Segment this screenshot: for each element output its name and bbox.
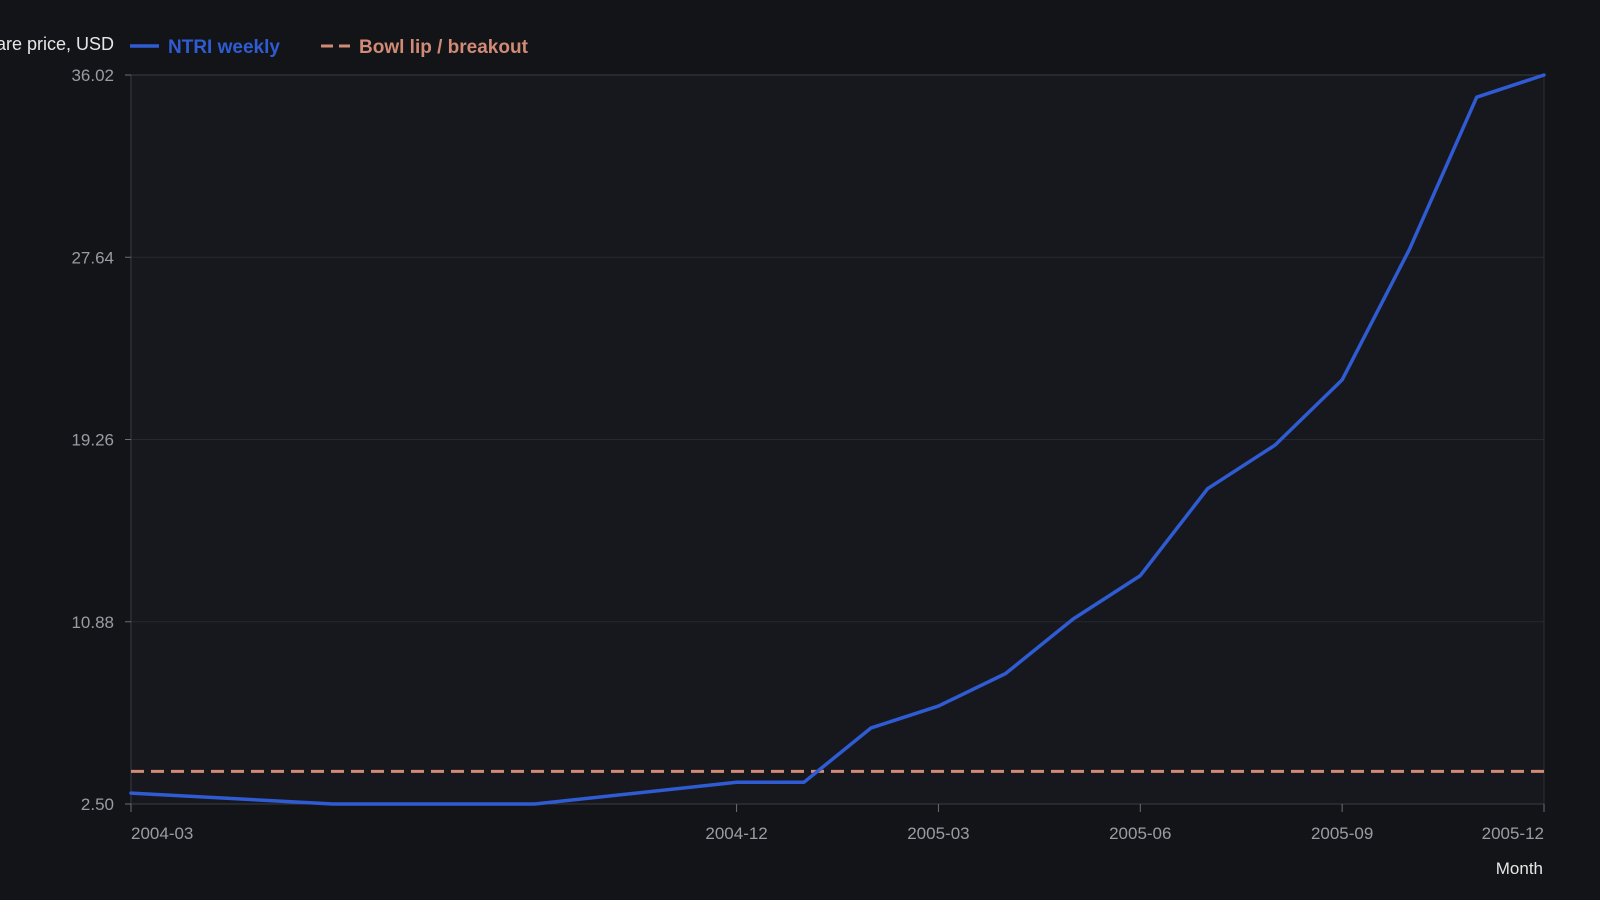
x-tick-label: 2004-03 bbox=[131, 824, 193, 843]
ntri-weekly-line bbox=[129, 73, 1546, 806]
legend-label-ntri-weekly: NTRI weekly bbox=[168, 37, 280, 58]
data-point bbox=[869, 726, 873, 730]
x-tick-label: 2005-06 bbox=[1109, 824, 1171, 843]
data-point bbox=[1071, 617, 1075, 621]
data-point bbox=[1542, 73, 1546, 77]
y-ticks: 36.02 27.64 19.26 10.88 2.50 bbox=[71, 66, 131, 814]
data-point bbox=[1206, 487, 1210, 491]
x-axis-label: Month bbox=[1496, 859, 1543, 878]
y-tick-label: 10.88 bbox=[71, 613, 114, 632]
data-point bbox=[1340, 378, 1344, 382]
legend: NTRI weekly Bowl lip / breakout bbox=[130, 37, 529, 58]
data-point bbox=[802, 780, 806, 784]
legend-label-bowl-lip-breakout: Bowl lip / breakout bbox=[359, 37, 529, 58]
data-point bbox=[129, 791, 133, 795]
x-ticks: 2004-03 2004-12 2005-03 2005-06 2005-09 2005-… bbox=[130, 804, 1545, 843]
y-tick-label: 19.26 bbox=[71, 431, 114, 450]
data-point bbox=[533, 802, 537, 806]
y-tick-label: 27.64 bbox=[71, 248, 114, 267]
data-point bbox=[1475, 95, 1479, 99]
y-tick-label: 36.02 bbox=[71, 66, 114, 85]
data-point bbox=[1273, 443, 1277, 447]
grid-lines bbox=[131, 74, 1544, 623]
data-point bbox=[1004, 672, 1008, 676]
data-point bbox=[331, 802, 335, 806]
data-point bbox=[1407, 247, 1411, 251]
y-tick-label: 2.50 bbox=[81, 795, 114, 814]
x-tick-label: 2004-12 bbox=[705, 824, 767, 843]
x-tick-label: 2005-12 bbox=[1482, 824, 1544, 843]
y-axis-label: Share price, USD bbox=[0, 34, 114, 54]
data-point bbox=[936, 704, 940, 708]
data-point bbox=[735, 780, 739, 784]
x-tick-label: 2005-09 bbox=[1311, 824, 1373, 843]
data-point bbox=[1138, 574, 1142, 578]
x-tick-label: 2005-03 bbox=[907, 824, 969, 843]
ntri-weekly-points bbox=[129, 73, 1546, 806]
